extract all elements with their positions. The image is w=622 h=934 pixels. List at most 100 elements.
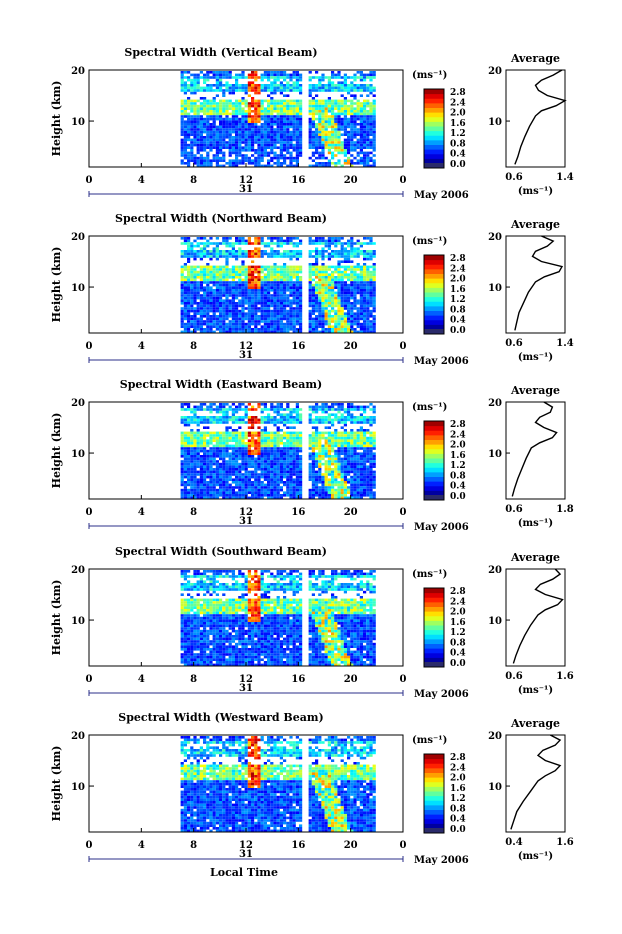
- heatmap-cell: [219, 120, 222, 123]
- heatmap-cell: [309, 118, 312, 121]
- heatmap-cell: [209, 318, 212, 321]
- heatmap-cell: [241, 481, 244, 484]
- heatmap-cell: [222, 455, 225, 458]
- heatmap-cell: [187, 136, 190, 139]
- heatmap-cell: [318, 476, 321, 479]
- heatmap-cell: [261, 315, 264, 318]
- heatmap-cell: [328, 258, 331, 261]
- heatmap-cell: [280, 276, 283, 279]
- heatmap-cell: [181, 460, 184, 463]
- heatmap-cell: [299, 253, 302, 256]
- heatmap-cell: [190, 133, 193, 136]
- heatmap-cell: [289, 253, 292, 256]
- heatmap-cell: [267, 105, 270, 108]
- heatmap-cell: [216, 292, 219, 295]
- heatmap-cell: [360, 281, 363, 284]
- heatmap-cell: [357, 323, 360, 326]
- heatmap-cell: [241, 484, 244, 487]
- heatmap-cell: [337, 162, 340, 165]
- heatmap-cell: [219, 71, 222, 74]
- heatmap-cell: [200, 157, 203, 160]
- heatmap-cell: [216, 478, 219, 481]
- heatmap-cell: [277, 87, 280, 90]
- heatmap-cell: [200, 107, 203, 110]
- heatmap-cell: [337, 315, 340, 318]
- heatmap-cell: [350, 297, 353, 300]
- heatmap-cell: [225, 468, 228, 471]
- heatmap-cell: [296, 126, 299, 129]
- heatmap-cell: [289, 123, 292, 126]
- heatmap-cell: [200, 255, 203, 258]
- heatmap-cell: [190, 250, 193, 253]
- heatmap-cell: [206, 320, 209, 323]
- heatmap-cell: [235, 157, 238, 160]
- heatmap-cell: [328, 286, 331, 289]
- heatmap-cell: [187, 484, 190, 487]
- heatmap-cell: [270, 478, 273, 481]
- heatmap-cell: [270, 131, 273, 134]
- heatmap-cell: [299, 307, 302, 310]
- heatmap-cell: [261, 494, 264, 497]
- heatmap-cell: [245, 452, 248, 455]
- heatmap-cell: [373, 315, 376, 318]
- heatmap-cell: [280, 323, 283, 326]
- colorbar-unit-label: (ms⁻¹): [412, 70, 447, 81]
- heatmap-cell: [357, 113, 360, 116]
- heatmap-cell: [366, 131, 369, 134]
- heatmap-cell: [334, 74, 337, 77]
- heatmap-cell: [193, 118, 196, 121]
- heatmap-cell: [366, 318, 369, 321]
- heatmap-cell: [257, 328, 260, 331]
- heatmap-cell: [363, 315, 366, 318]
- heatmap-cell: [203, 105, 206, 108]
- heatmap-cell: [261, 141, 264, 144]
- heatmap-cell: [344, 81, 347, 84]
- heatmap-cell: [209, 450, 212, 453]
- average-y-tick-label: 20: [488, 66, 502, 77]
- heatmap-cell: [293, 271, 296, 274]
- heatmap-cell: [229, 452, 232, 455]
- heatmap-cell: [283, 87, 286, 90]
- heatmap-cell: [254, 432, 257, 435]
- heatmap-cell: [241, 100, 244, 103]
- heatmap-cell: [270, 255, 273, 258]
- heatmap-cell: [190, 159, 193, 162]
- heatmap-cell: [344, 328, 347, 331]
- heatmap-cell: [238, 419, 241, 422]
- heatmap-cell: [213, 105, 216, 108]
- heatmap-cell: [373, 307, 376, 310]
- heatmap-cell: [309, 437, 312, 440]
- heatmap-cell: [238, 328, 241, 331]
- heatmap-cell: [225, 266, 228, 269]
- heatmap-cell: [232, 489, 235, 492]
- heatmap-cell: [341, 100, 344, 103]
- heatmap-cell: [187, 89, 190, 92]
- heatmap-cell: [286, 406, 289, 409]
- heatmap-cell: [299, 92, 302, 95]
- heatmap-cell: [357, 284, 360, 287]
- heatmap-cell: [270, 406, 273, 409]
- heatmap-cell: [341, 144, 344, 147]
- heatmap-cell: [257, 426, 260, 429]
- heatmap-cell: [190, 318, 193, 321]
- heatmap-cell: [360, 253, 363, 256]
- heatmap-cell: [312, 310, 315, 313]
- heatmap-cell: [206, 118, 209, 121]
- heatmap-cell: [238, 408, 241, 411]
- heatmap-cell: [257, 494, 260, 497]
- heatmap-cell: [357, 162, 360, 165]
- heatmap-cell: [334, 113, 337, 116]
- heatmap-cell: [341, 305, 344, 308]
- heatmap-cell: [312, 486, 315, 489]
- heatmap-cell: [197, 416, 200, 419]
- heatmap-cell: [277, 445, 280, 448]
- heatmap-cell: [197, 442, 200, 445]
- heatmap-cell: [190, 120, 193, 123]
- heatmap-cell: [360, 325, 363, 328]
- heatmap-cell: [193, 320, 196, 323]
- heatmap-cell: [286, 141, 289, 144]
- heatmap-cell: [216, 411, 219, 414]
- heatmap-cell: [344, 123, 347, 126]
- heatmap-cell: [286, 271, 289, 274]
- heatmap-cell: [241, 139, 244, 142]
